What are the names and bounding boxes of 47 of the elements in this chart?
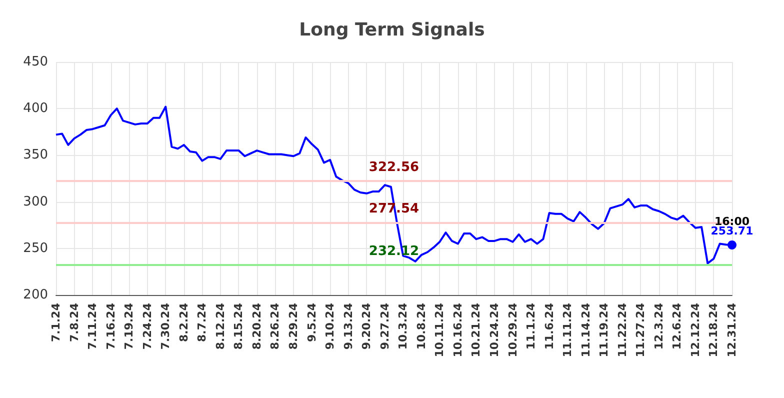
x-tick-label: 7.11.24: [86, 302, 100, 350]
x-tick-label: 8.29.24: [287, 302, 300, 350]
chart-title: Long Term Signals: [299, 20, 485, 40]
x-tick-label: 12.6.24: [670, 302, 684, 350]
x-tick-label: 10.24.24: [488, 302, 501, 358]
x-tick-label: 8.2.24: [177, 302, 190, 342]
x-tick-label: 9.13.24: [342, 302, 355, 350]
x-tick-label: 10.21.24: [470, 302, 483, 358]
x-tick-label: 9.10.24: [324, 302, 337, 350]
x-tick-label: 7.16.24: [104, 302, 118, 350]
x-tick-label: 7.19.24: [122, 302, 136, 350]
x-tick-label: 11.6.24: [542, 302, 556, 350]
x-tick-label: 12.12.24: [688, 302, 702, 358]
x-tick-label: 9.20.24: [360, 302, 374, 350]
x-tick-label: 7.1.24: [50, 302, 62, 342]
x-tick-label: 12.3.24: [652, 302, 666, 350]
x-tick-label: 8.12.24: [214, 302, 227, 350]
x-tick-label: 11.19.24: [598, 302, 611, 358]
x-tick-label: 8.7.24: [196, 302, 209, 342]
y-tick-label: 300: [23, 194, 48, 210]
x-tick-label: 8.26.24: [268, 302, 282, 350]
x-tick-label: 7.30.24: [159, 302, 172, 350]
y-tick-label: 350: [23, 148, 48, 163]
x-tick-label: 8.15.24: [232, 302, 246, 350]
x-tick-label: 12.31.24: [726, 302, 738, 358]
y-tick-label: 450: [23, 54, 48, 70]
y-tick-label: 200: [23, 288, 48, 302]
x-tick-label: 10.8.24: [414, 302, 428, 350]
x-tick-label: 7.24.24: [140, 302, 154, 350]
x-tick-label: 7.8.24: [68, 302, 81, 342]
x-tick-label: 11.27.24: [634, 302, 648, 358]
x-tick-label: 9.27.24: [378, 302, 392, 350]
x-tick-label: 8.20.24: [250, 302, 264, 350]
data-label: 253.71: [710, 224, 754, 238]
x-tick-label: 9.5.24: [305, 302, 318, 342]
x-tick-label: 10.3.24: [396, 302, 410, 350]
x-tick-label: 11.22.24: [616, 302, 629, 358]
x-tick-label: 11.1.24: [524, 302, 538, 350]
x-tick-label: 11.11.24: [561, 302, 574, 358]
x-tick-label: 10.16.24: [451, 302, 464, 358]
y-tick-label: 400: [23, 101, 48, 116]
x-tick-label: 12.18.24: [707, 302, 720, 358]
ref-line-label: 322.56: [368, 160, 420, 175]
x-tick-label: 11.14.24: [579, 302, 592, 358]
x-tick-label: 10.11.24: [433, 302, 446, 358]
x-tick-label: 10.29.24: [506, 302, 520, 358]
y-tick-label: 250: [23, 240, 48, 256]
